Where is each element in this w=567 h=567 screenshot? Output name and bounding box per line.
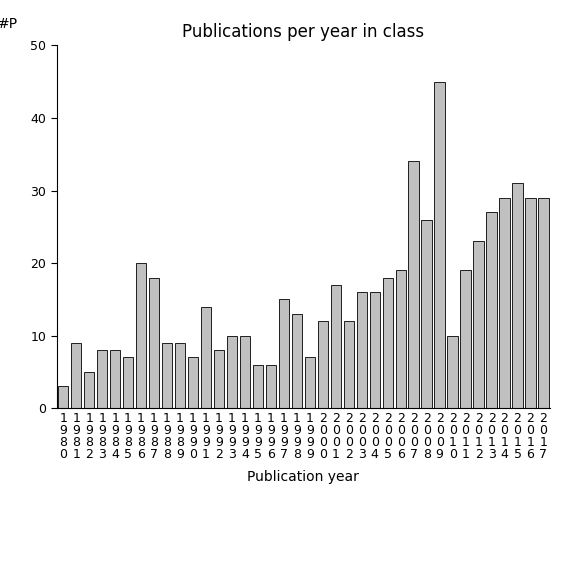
Bar — [460, 270, 471, 408]
Bar — [344, 321, 354, 408]
Bar — [291, 314, 302, 408]
Bar — [58, 387, 69, 408]
Bar — [175, 343, 185, 408]
Bar — [357, 292, 367, 408]
Bar — [110, 350, 120, 408]
Bar — [227, 336, 237, 408]
Bar — [266, 365, 276, 408]
Bar — [447, 336, 458, 408]
Bar — [525, 198, 536, 408]
Bar — [331, 285, 341, 408]
Bar — [408, 162, 419, 408]
Bar — [253, 365, 263, 408]
Bar — [396, 270, 406, 408]
Bar — [278, 299, 289, 408]
Bar — [71, 343, 82, 408]
Bar — [304, 357, 315, 408]
Bar — [513, 183, 523, 408]
Bar — [421, 219, 432, 408]
Bar — [84, 372, 94, 408]
Bar — [162, 343, 172, 408]
Bar — [136, 263, 146, 408]
X-axis label: Publication year: Publication year — [247, 469, 359, 484]
Title: Publications per year in class: Publications per year in class — [182, 23, 425, 41]
Bar — [383, 278, 393, 408]
Bar — [123, 357, 133, 408]
Bar — [188, 357, 198, 408]
Bar — [318, 321, 328, 408]
Bar — [370, 292, 380, 408]
Bar — [240, 336, 250, 408]
Bar — [434, 82, 445, 408]
Bar — [201, 307, 211, 408]
Text: #P: #P — [0, 18, 19, 32]
Bar — [214, 350, 224, 408]
Bar — [486, 212, 497, 408]
Bar — [473, 242, 484, 408]
Bar — [538, 198, 549, 408]
Bar — [149, 278, 159, 408]
Bar — [97, 350, 107, 408]
Bar — [500, 198, 510, 408]
